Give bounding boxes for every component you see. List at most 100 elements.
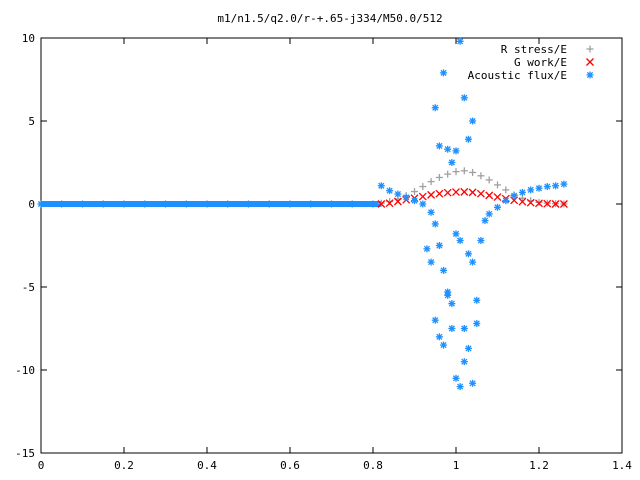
data-point-acoustic-flux-e	[440, 69, 448, 77]
data-point-acoustic-flux-e	[402, 193, 410, 201]
series-acoustic-flux-e	[377, 37, 568, 391]
data-point-g-work-e	[377, 200, 386, 208]
data-point-acoustic-flux-flat	[369, 200, 377, 208]
data-point-acoustic-flux-e	[502, 197, 510, 205]
data-point-r-stress-e	[444, 170, 452, 178]
data-point-acoustic-flux-flat	[182, 200, 190, 208]
data-point-g-work-e	[460, 187, 469, 196]
data-point-acoustic-flux-flat	[224, 200, 232, 208]
data-point-acoustic-flux-e	[560, 180, 568, 188]
data-point-acoustic-flux-e	[485, 210, 493, 218]
data-point-r-stress-e	[419, 183, 427, 191]
data-point-r-stress-e	[452, 168, 460, 176]
series-g-work-e	[377, 187, 568, 208]
data-point-acoustic-flux-e	[440, 341, 448, 349]
data-point-acoustic-flux-flat	[99, 200, 107, 208]
data-point-g-work-e	[476, 189, 485, 198]
axis-ticks: 0 0.2 0.4 0.6 0.8 1 1.2 1.4 10 5 0 -5 -10 -15	[15, 32, 632, 472]
data-point-acoustic-flux-e	[477, 237, 485, 245]
data-point-acoustic-flux-e	[431, 316, 439, 324]
data-point-acoustic-flux-flat	[141, 200, 149, 208]
data-point-acoustic-flux-e	[518, 188, 526, 196]
data-point-acoustic-flux-e	[527, 186, 535, 194]
data-point-acoustic-flux-e	[481, 217, 489, 225]
data-point-acoustic-flux-e	[456, 37, 464, 45]
data-point-acoustic-flux-e	[464, 135, 472, 143]
data-point-acoustic-flux-e	[473, 296, 481, 304]
x-tick-label: 1	[453, 459, 460, 472]
data-point-r-stress-e	[411, 188, 418, 196]
legend-label: G work/E	[514, 56, 567, 69]
data-point-acoustic-flux-e	[552, 182, 560, 190]
data-point-acoustic-flux-e	[452, 147, 460, 155]
data-point-r-stress-e	[469, 168, 477, 176]
data-point-g-work-e	[485, 191, 494, 200]
data-point-r-stress-e	[427, 178, 435, 186]
data-point-acoustic-flux-flat	[162, 200, 169, 208]
chart-title: m1/n1.5/q2.0/r-+.65-j334/M50.0/512	[217, 12, 442, 25]
data-point-acoustic-flux-e	[469, 117, 477, 125]
data-point-acoustic-flux-e	[431, 220, 439, 228]
x-tick-label: 0.8	[363, 459, 383, 472]
data-point-acoustic-flux-e	[444, 145, 452, 153]
data-point-acoustic-flux-e	[419, 200, 427, 208]
y-tick-label: -15	[15, 447, 35, 460]
data-point-g-work-e	[551, 200, 560, 208]
y-tick-label: -10	[15, 364, 35, 377]
data-point-acoustic-flux-flat	[307, 200, 315, 208]
data-point-g-work-e	[393, 197, 402, 206]
y-tick-label: 5	[28, 115, 35, 128]
data-point-acoustic-flux-e	[460, 325, 468, 332]
data-point-acoustic-flux-e	[448, 325, 456, 332]
x-tick-label: 1.2	[529, 459, 549, 472]
data-point-acoustic-flux-e	[452, 230, 460, 238]
x-tick-label: 0	[38, 459, 45, 472]
data-point-acoustic-flux-e	[444, 288, 452, 296]
data-point-acoustic-flux-e	[469, 258, 477, 266]
data-point-g-work-e	[418, 192, 427, 201]
data-point-acoustic-flux-flat	[58, 200, 66, 208]
data-point-g-work-e	[427, 190, 436, 199]
data-point-acoustic-flux-e	[435, 333, 443, 341]
series-layer	[37, 37, 568, 391]
data-point-acoustic-flux-e	[543, 183, 551, 191]
data-point-r-stress-e	[460, 167, 468, 175]
data-point-acoustic-flux-e	[460, 358, 468, 366]
data-point-acoustic-flux-flat	[245, 200, 252, 208]
data-point-acoustic-flux-e	[452, 374, 460, 382]
data-point-acoustic-flux-e	[427, 258, 435, 266]
data-point-g-work-e	[493, 193, 502, 201]
data-point-acoustic-flux-e	[460, 94, 468, 102]
data-point-acoustic-flux-flat	[79, 200, 86, 208]
series-acoustic-flux-flat	[37, 200, 377, 208]
data-point-acoustic-flux-e	[456, 383, 464, 391]
data-point-g-work-e	[526, 198, 535, 207]
data-point-acoustic-flux-flat	[286, 200, 294, 208]
x-tick-label: 1.4	[612, 459, 632, 472]
plot-frame	[40, 37, 623, 454]
y-tick-label: 0	[28, 198, 35, 211]
x-tick-label: 0.6	[280, 459, 300, 472]
data-point-acoustic-flux-flat	[203, 200, 211, 208]
data-point-g-work-e	[543, 199, 552, 208]
data-point-g-work-e	[385, 199, 394, 208]
legend-label: R stress/E	[501, 43, 567, 56]
data-point-r-stress-e	[494, 181, 501, 189]
data-point-acoustic-flux-e	[448, 300, 456, 308]
data-point-acoustic-flux-flat	[328, 200, 335, 208]
legend-marker	[586, 45, 594, 53]
data-point-acoustic-flux-e	[431, 104, 439, 112]
y-tick-label: 10	[22, 32, 35, 45]
data-point-acoustic-flux-e	[464, 250, 472, 258]
data-point-acoustic-flux-e	[423, 245, 431, 253]
data-point-r-stress-e	[477, 172, 485, 180]
data-point-r-stress-e	[435, 173, 443, 181]
data-point-r-stress-e	[535, 198, 543, 206]
data-point-acoustic-flux-e	[456, 237, 464, 245]
data-point-g-work-e	[452, 188, 460, 197]
y-tick-label: -5	[22, 281, 35, 294]
data-point-acoustic-flux-e	[510, 192, 518, 200]
